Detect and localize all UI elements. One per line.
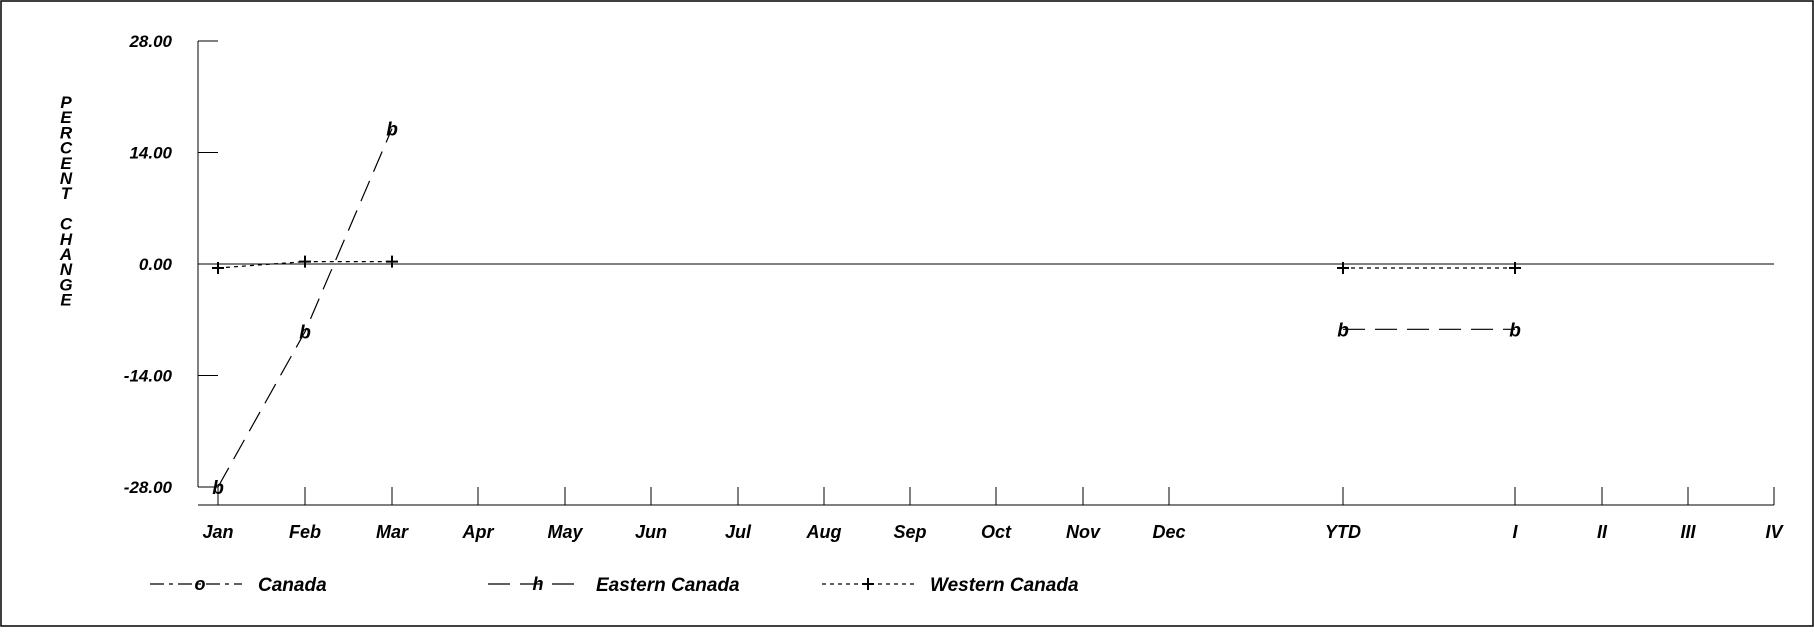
- x-tick-label: Mar: [376, 522, 409, 542]
- point-marker-label: b: [1337, 320, 1349, 341]
- x-tick-label: YTD: [1325, 522, 1361, 542]
- x-tick-label: III: [1680, 522, 1696, 542]
- point-marker-label: b: [212, 478, 224, 499]
- series-layer: b b b b b: [212, 120, 1521, 499]
- x-tick-label: May: [547, 522, 583, 542]
- series-line-2: [217, 261, 392, 269]
- y-tick-label: -28.00: [124, 478, 173, 497]
- y-axis-label-letter: H: [60, 230, 73, 249]
- x-tick-label: Oct: [981, 522, 1012, 542]
- legend-label: Western Canada: [930, 575, 1079, 596]
- y-axis-label-letter: E: [60, 154, 72, 173]
- y-axis-label-letter: P: [60, 93, 72, 112]
- y-axis-label-letter: R: [60, 123, 73, 142]
- legend-label: Eastern Canada: [596, 575, 740, 596]
- legend-label: Canada: [258, 575, 327, 596]
- y-axis-label-letter: E: [60, 291, 72, 310]
- x-tick-label: Dec: [1152, 522, 1185, 542]
- y-tick-label: 0.00: [139, 255, 173, 274]
- y-axis-label-letter: C: [60, 139, 73, 158]
- y-tick-label: 14.00: [129, 144, 172, 163]
- x-tick-label: Feb: [289, 522, 321, 542]
- y-tick-labels: 28.00 14.00 0.00 -14.00 -28.00: [124, 32, 173, 497]
- x-tick-label: Aug: [806, 522, 842, 542]
- x-tick-label: I: [1512, 522, 1518, 542]
- point-marker-label: b: [1509, 320, 1521, 341]
- y-axis-label-letter: E: [60, 108, 72, 127]
- legend-marker: o: [195, 574, 206, 594]
- y-tick-label: 28.00: [128, 32, 172, 51]
- series-line-1: [217, 128, 393, 488]
- legend: o Canada h Eastern Canada Western Canada: [150, 574, 1079, 596]
- point-marker-label: b: [386, 120, 398, 141]
- x-tick-label: Jan: [202, 522, 233, 542]
- y-axis-label-letter: G: [59, 275, 72, 294]
- x-tick-label: Jul: [725, 522, 752, 542]
- y-axis-label-letter: T: [61, 184, 73, 203]
- y-axis-label-letter: N: [60, 260, 73, 279]
- x-tick-label: Apr: [462, 522, 495, 542]
- x-tick-label: Sep: [893, 522, 926, 542]
- y-tick-label: -14.00: [124, 367, 173, 386]
- x-tick-label: II: [1597, 522, 1608, 542]
- axes: [197, 40, 1775, 506]
- y-axis-label-letter: N: [60, 169, 73, 188]
- y-axis-label-letter: A: [59, 245, 72, 264]
- x-tick-label: Nov: [1066, 522, 1101, 542]
- point-marker-label: b: [299, 323, 311, 344]
- x-tick-labels: Jan Feb Mar Apr May Jun Jul Aug Sep Oct Nov Dec YTD I…: [202, 522, 1784, 542]
- legend-marker: h: [533, 574, 544, 594]
- x-tick-label: IV: [1765, 522, 1784, 542]
- x-tick-label: Jun: [635, 522, 667, 542]
- y-axis-label-letter: C: [60, 215, 73, 234]
